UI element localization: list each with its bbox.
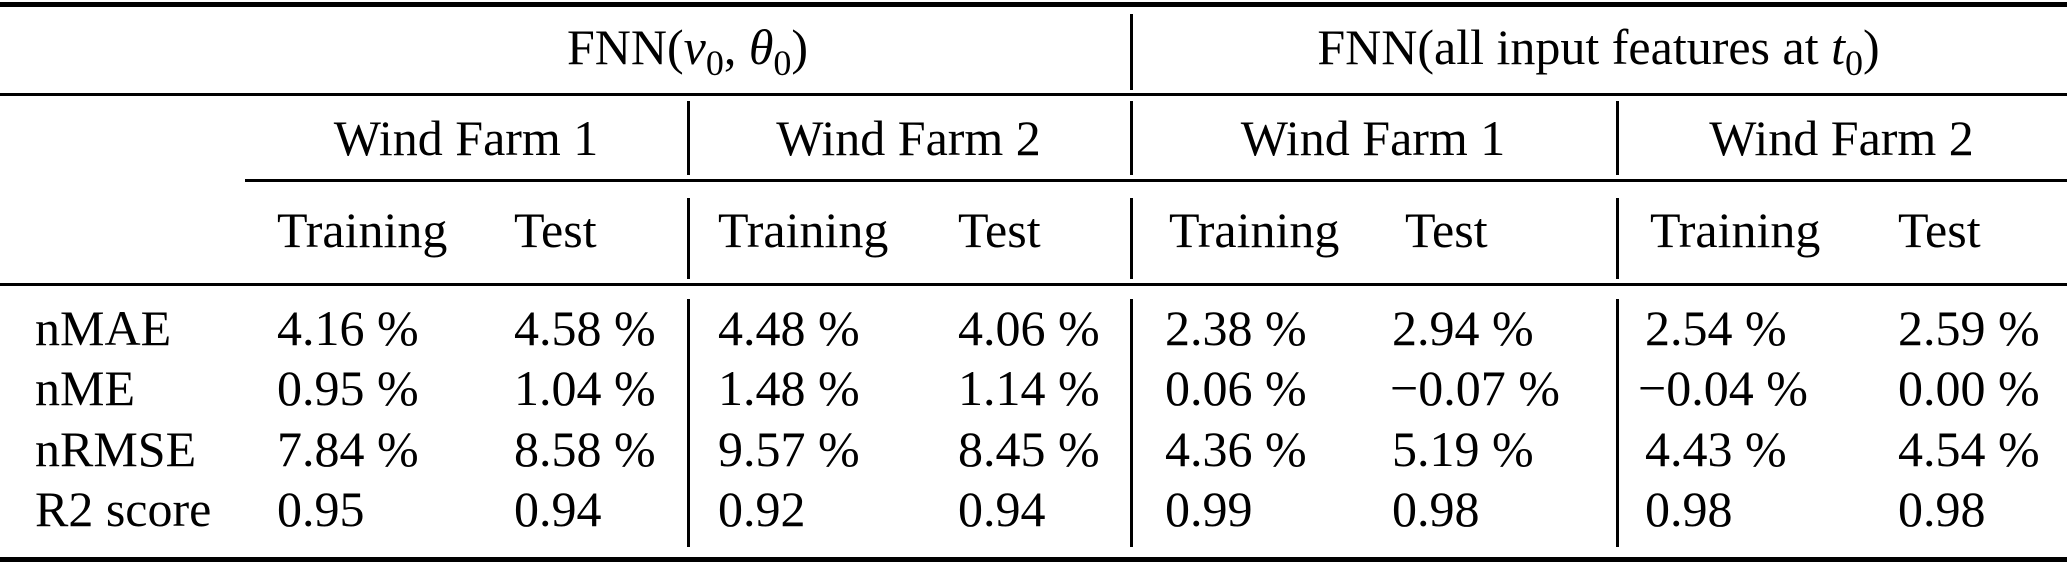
cell-nrmse: 7.84 % <box>277 421 419 477</box>
group-header-text: FNN(all input features at <box>1317 19 1832 75</box>
cell-r2: 0.94 <box>958 481 1046 537</box>
divider-windfarms-left <box>687 299 690 547</box>
row-label-r2-score: R2 score <box>35 481 212 537</box>
cell-nme: −0.07 % <box>1390 360 1560 416</box>
math-var-theta: θ <box>748 19 774 75</box>
cell-nmae: 2.54 % <box>1645 300 1787 356</box>
cell-nmae: 2.38 % <box>1165 300 1307 356</box>
row-label-nme: nME <box>35 360 135 416</box>
cell-nme: 0.06 % <box>1165 360 1307 416</box>
divider-main-groups <box>1130 299 1133 547</box>
cell-nme: 1.14 % <box>958 360 1100 416</box>
cell-nrmse: 8.58 % <box>514 421 656 477</box>
rule-below-subgroup-headers <box>245 179 2067 182</box>
math-subscript: 0 <box>773 43 792 83</box>
cell-r2: 0.98 <box>1645 481 1733 537</box>
cell-nme: 1.48 % <box>718 360 860 416</box>
divider-windfarms-right <box>1616 198 1619 279</box>
subgroup-header-windfarm2-right: Wind Farm 2 <box>1709 110 1974 166</box>
group-header-fnn-v0-theta0: FNN(v0, θ0) <box>245 17 1130 93</box>
cell-r2: 0.94 <box>514 481 602 537</box>
column-header-test: Test <box>1898 202 1981 258</box>
divider-main-groups <box>1130 198 1133 279</box>
math-subscript: 0 <box>705 43 724 83</box>
divider-windfarms-right <box>1616 101 1619 175</box>
subgroup-header-windfarm1-left: Wind Farm 1 <box>333 110 599 166</box>
column-header-training: Training <box>718 202 889 258</box>
rule-below-column-headers <box>0 283 2067 286</box>
rule-bottom <box>0 557 2067 562</box>
cell-nme: 1.04 % <box>514 360 656 416</box>
group-header-fnn-all-features: FNN(all input features at t0) <box>1130 17 2067 93</box>
cell-nme: 0.00 % <box>1898 360 2040 416</box>
cell-r2: 0.98 <box>1898 481 1986 537</box>
row-label-nrmse: nRMSE <box>35 421 197 477</box>
subgroup-header-windfarm1-right: Wind Farm 1 <box>1240 110 1506 166</box>
column-header-test: Test <box>514 202 597 258</box>
cell-nmae: 4.48 % <box>718 300 860 356</box>
cell-r2: 0.95 <box>277 481 365 537</box>
rule-below-group-headers <box>0 93 2067 96</box>
cell-nrmse: 8.45 % <box>958 421 1100 477</box>
cell-r2: 0.92 <box>718 481 806 537</box>
divider-windfarms-left <box>687 101 690 175</box>
cell-nrmse: 4.54 % <box>1898 421 2040 477</box>
column-header-training: Training <box>1650 202 1821 258</box>
divider-windfarms-right <box>1616 299 1619 547</box>
rule-top <box>0 2 2067 7</box>
divider-main-groups <box>1130 101 1133 175</box>
math-var-v: v <box>683 19 706 75</box>
group-header-text: ) <box>791 19 809 75</box>
cell-nmae: 2.94 % <box>1392 300 1534 356</box>
cell-nmae: 4.06 % <box>958 300 1100 356</box>
cell-r2: 0.98 <box>1392 481 1480 537</box>
cell-nrmse: 9.57 % <box>718 421 860 477</box>
column-header-test: Test <box>958 202 1041 258</box>
subgroup-header-windfarm2-left: Wind Farm 2 <box>776 110 1041 166</box>
cell-nme: −0.04 % <box>1638 360 1808 416</box>
column-header-training: Training <box>1169 202 1340 258</box>
math-var-t: t <box>1831 19 1845 75</box>
cell-nrmse: 5.19 % <box>1392 421 1534 477</box>
cell-nmae: 4.16 % <box>277 300 419 356</box>
row-label-nmae: nMAE <box>35 300 172 356</box>
math-subscript: 0 <box>1845 43 1863 83</box>
group-header-text: , <box>723 19 749 75</box>
cell-nmae: 2.59 % <box>1898 300 2040 356</box>
cell-nmae: 4.58 % <box>514 300 656 356</box>
cell-r2: 0.99 <box>1165 481 1253 537</box>
cell-nrmse: 4.43 % <box>1645 421 1787 477</box>
group-header-text: ) <box>1863 19 1880 75</box>
divider-windfarms-left <box>687 198 690 279</box>
cell-nme: 0.95 % <box>277 360 419 416</box>
group-header-text: FNN( <box>566 19 684 75</box>
column-header-training: Training <box>277 202 448 258</box>
divider-main-groups <box>1130 14 1133 90</box>
column-header-test: Test <box>1405 202 1488 258</box>
cell-nrmse: 4.36 % <box>1165 421 1307 477</box>
